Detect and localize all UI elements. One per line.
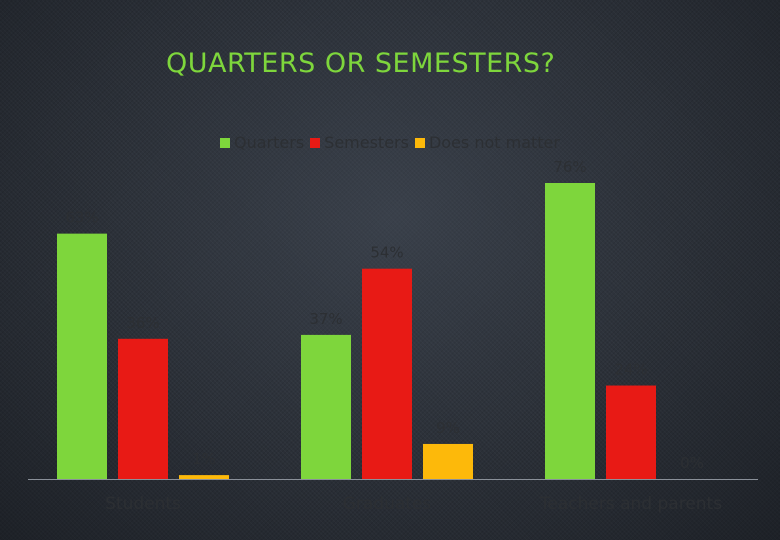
legend-label-quarters: Quarters: [234, 133, 305, 152]
chart-legend: Quarters Semesters Does not matter: [0, 133, 780, 152]
data-label: 37%: [309, 310, 342, 328]
data-label: 63%: [65, 209, 98, 227]
legend-swatch-quarters: [220, 137, 230, 148]
category-label: Teachers and parents: [539, 494, 722, 514]
data-label: 36%: [126, 314, 159, 332]
bar-students-semesters: [118, 338, 168, 479]
legend-label-semesters: Semesters: [324, 133, 409, 152]
bar-graduates-quarters: [301, 334, 351, 479]
bar-teachers-and-parents-semesters: [606, 385, 656, 479]
data-label: 0%: [680, 454, 704, 472]
data-label: 54%: [370, 244, 403, 262]
category-label: Students: [105, 494, 181, 514]
bar-teachers-and-parents-quarters: [545, 183, 595, 479]
bar-graduates-semesters: [362, 268, 412, 479]
legend-item-semesters: Semesters: [310, 133, 409, 152]
legend-item-quarters: Quarters: [220, 133, 304, 152]
chart-title: QUARTERS OR SEMESTERS?: [166, 48, 556, 79]
data-label: 24%: [614, 361, 647, 379]
bar-students-quarters: [57, 233, 107, 479]
data-label: 1%: [192, 450, 216, 468]
bar-graduates-does-not-matter: [423, 443, 473, 479]
category-label: Graduates: [343, 494, 432, 514]
legend-swatch-semesters: [310, 137, 321, 148]
legend-swatch-does-not-matter: [414, 137, 425, 148]
legend-label-does-not-matter: Does not matter: [428, 133, 560, 152]
legend-item-does-not-matter: Does not matter: [414, 133, 560, 152]
bar-students-does-not-matter: [179, 475, 229, 479]
data-label: 76%: [553, 158, 586, 176]
data-label: 9%: [436, 419, 460, 437]
